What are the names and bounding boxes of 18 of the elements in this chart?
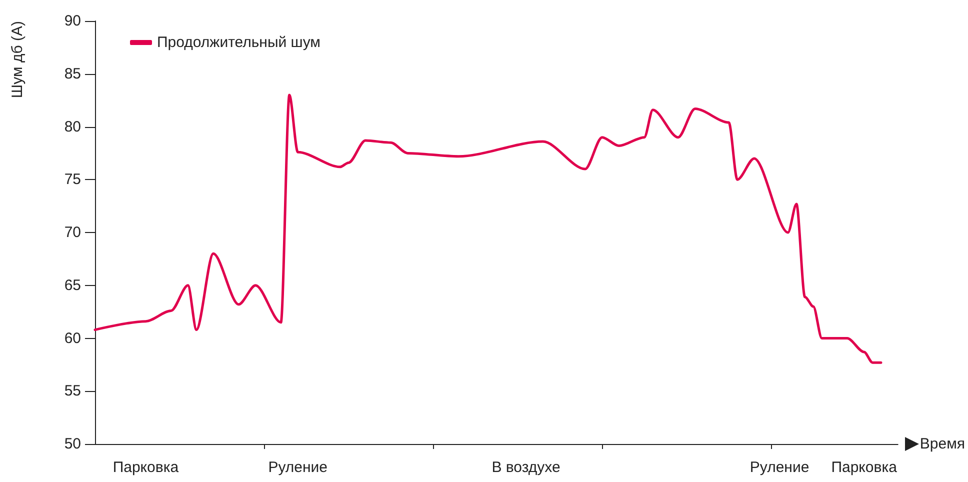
x-tick-label: Руление <box>750 459 810 476</box>
y-tick-label: 50 <box>64 436 81 452</box>
y-tick-label: 75 <box>64 171 81 188</box>
y-axis-title: Шум дб (A) <box>9 21 26 98</box>
x-axis-title: Время <box>920 436 965 452</box>
y-tick-label: 65 <box>64 276 81 294</box>
y-tick-label: 70 <box>64 224 81 241</box>
legend-label: Продолжительный шум <box>157 34 320 51</box>
x-tick-label: В воздухе <box>492 459 560 476</box>
y-tick-label: 80 <box>64 118 81 136</box>
x-tick-label: Парковка <box>112 459 180 476</box>
y-tick-label: 60 <box>64 330 81 347</box>
y-tick-label: 55 <box>64 382 81 400</box>
x-tick-label: Парковка <box>831 459 898 476</box>
y-tick-label: 90 <box>64 12 81 30</box>
line-series <box>94 94 882 364</box>
y-tick-label: 85 <box>64 65 81 82</box>
x-tick-label: Руление <box>268 459 328 476</box>
